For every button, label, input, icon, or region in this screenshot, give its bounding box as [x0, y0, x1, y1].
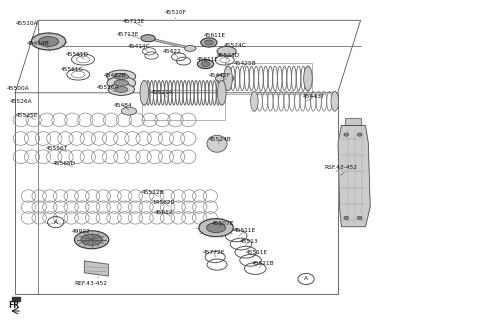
- Text: 45524B: 45524B: [208, 137, 231, 144]
- Ellipse shape: [107, 77, 136, 89]
- Text: 45524C: 45524C: [224, 43, 247, 51]
- Ellipse shape: [304, 66, 312, 91]
- Ellipse shape: [140, 81, 149, 105]
- Ellipse shape: [201, 62, 210, 67]
- Ellipse shape: [217, 47, 236, 56]
- Text: 45482B: 45482B: [103, 73, 126, 80]
- Ellipse shape: [207, 135, 227, 152]
- Ellipse shape: [197, 59, 214, 69]
- Text: 45523D: 45523D: [217, 53, 240, 60]
- Text: 49922: 49922: [72, 229, 90, 237]
- Text: 45414C: 45414C: [128, 44, 151, 51]
- Text: 45713E: 45713E: [116, 31, 140, 39]
- Ellipse shape: [31, 33, 66, 50]
- Polygon shape: [338, 125, 370, 227]
- Ellipse shape: [184, 46, 196, 51]
- Text: 45521B: 45521B: [252, 261, 274, 268]
- Text: 45510F: 45510F: [164, 10, 186, 19]
- Text: 45556T: 45556T: [46, 146, 68, 152]
- Ellipse shape: [115, 87, 128, 92]
- Text: 45525E: 45525E: [16, 113, 38, 120]
- Text: FR: FR: [8, 300, 19, 310]
- Text: 45510A: 45510A: [16, 21, 40, 30]
- Ellipse shape: [216, 73, 234, 83]
- Text: 45565D: 45565D: [52, 161, 75, 167]
- Polygon shape: [12, 297, 20, 301]
- Text: RSF.43-452: RSF.43-452: [324, 165, 357, 172]
- Text: 45511E: 45511E: [234, 229, 256, 236]
- Text: 45561D: 45561D: [66, 52, 89, 59]
- Text: 45511E: 45511E: [246, 250, 268, 257]
- Ellipse shape: [114, 73, 129, 80]
- Text: A: A: [304, 277, 308, 281]
- Ellipse shape: [206, 223, 226, 233]
- Polygon shape: [345, 118, 360, 125]
- Text: 45507E: 45507E: [212, 221, 235, 228]
- Text: 45516A: 45516A: [97, 85, 120, 92]
- Ellipse shape: [108, 84, 134, 95]
- Ellipse shape: [357, 133, 362, 136]
- Text: 45442F: 45442F: [209, 73, 231, 80]
- Text: 45484: 45484: [113, 103, 132, 110]
- Ellipse shape: [107, 70, 136, 83]
- Text: 45512B: 45512B: [142, 190, 164, 197]
- Ellipse shape: [114, 80, 129, 86]
- Text: REF.43-452: REF.43-452: [74, 277, 107, 286]
- Polygon shape: [84, 261, 108, 276]
- Ellipse shape: [331, 92, 338, 111]
- Ellipse shape: [201, 38, 217, 47]
- Text: 45513: 45513: [240, 239, 258, 246]
- Text: 145620: 145620: [152, 200, 175, 206]
- Ellipse shape: [357, 216, 362, 219]
- Ellipse shape: [74, 231, 109, 249]
- Ellipse shape: [199, 219, 233, 237]
- Text: 45561C: 45561C: [60, 67, 83, 75]
- Text: 45611E: 45611E: [196, 57, 218, 64]
- Text: 45422: 45422: [163, 50, 181, 57]
- Ellipse shape: [141, 35, 156, 42]
- Text: 45612: 45612: [155, 210, 174, 216]
- Ellipse shape: [121, 107, 137, 115]
- Text: 45500A: 45500A: [6, 86, 29, 94]
- Text: 45611E: 45611E: [204, 33, 226, 43]
- Text: 45713E: 45713E: [122, 19, 145, 26]
- Text: 45772E: 45772E: [203, 250, 225, 257]
- Text: 45425B: 45425B: [233, 61, 256, 68]
- Ellipse shape: [344, 133, 348, 136]
- Text: A: A: [54, 220, 58, 225]
- Ellipse shape: [81, 234, 102, 245]
- Text: 45443T: 45443T: [303, 93, 325, 101]
- Ellipse shape: [224, 66, 232, 91]
- Ellipse shape: [38, 37, 59, 47]
- Ellipse shape: [204, 40, 213, 45]
- Ellipse shape: [344, 216, 348, 219]
- Ellipse shape: [217, 81, 226, 105]
- Ellipse shape: [251, 92, 258, 111]
- Text: 45526A: 45526A: [9, 99, 32, 107]
- Text: 45454B: 45454B: [27, 41, 49, 48]
- Text: 45521A: 45521A: [151, 90, 174, 98]
